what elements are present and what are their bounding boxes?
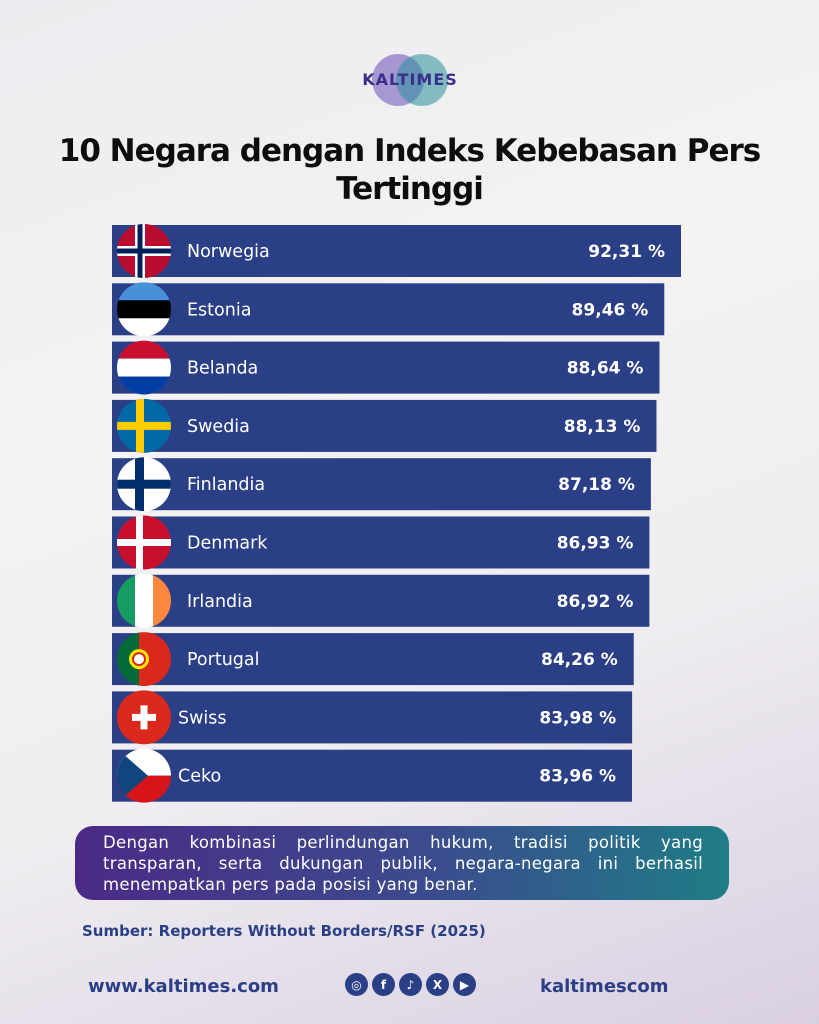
value-label: 88,64 %	[567, 359, 644, 379]
ireland-flag-icon	[117, 573, 171, 628]
bar-portugal	[112, 633, 634, 686]
source-text: Sumber: Reporters Without Borders/RSF (2…	[82, 922, 486, 940]
czechia-flag-icon	[117, 748, 171, 803]
category-label: Denmark	[187, 534, 268, 554]
value-label: 87,18 %	[558, 475, 635, 495]
finland-flag-icon	[117, 457, 171, 512]
bar-belanda	[112, 341, 660, 394]
instagram-icon[interactable]: ◎	[345, 973, 368, 996]
category-label: Irlandia	[187, 592, 253, 612]
facebook-icon[interactable]: f	[372, 973, 395, 996]
social-icons: ◎ f ♪ X ▶	[345, 973, 476, 996]
bar-norwegia	[112, 225, 681, 277]
logo-circles	[372, 54, 448, 106]
switzerland-flag-icon	[117, 690, 171, 745]
category-label: Estonia	[187, 300, 251, 320]
category-label: Finlandia	[187, 475, 265, 495]
page-title: 10 Negara dengan Indeks Kebebasan Pers T…	[40, 132, 779, 208]
youtube-icon[interactable]: ▶	[453, 973, 476, 996]
value-label: 86,93 %	[557, 534, 634, 554]
bar-estonia	[112, 283, 665, 336]
tiktok-icon[interactable]: ♪	[399, 973, 422, 996]
social-handle[interactable]: kaltimescom	[540, 976, 669, 997]
category-label: Portugal	[187, 650, 259, 670]
website-link[interactable]: www.kaltimes.com	[88, 976, 279, 997]
category-label: Norwegia	[187, 242, 270, 262]
bar-denmark	[112, 516, 650, 569]
bar-irlandia	[112, 574, 650, 627]
x-icon[interactable]: X	[426, 973, 449, 996]
value-label: 86,92 %	[557, 592, 634, 612]
value-label: 83,96 %	[539, 767, 616, 787]
estonia-flag-icon	[117, 282, 171, 337]
bar-finlandia	[112, 458, 651, 511]
bar-swedia	[112, 399, 657, 452]
value-label: 92,31 %	[588, 242, 665, 262]
netherlands-flag-icon	[117, 340, 171, 395]
summary-note: Dengan kombinasi perlindungan hukum, tra…	[75, 826, 729, 900]
brand-logo: KALTIMES	[340, 52, 480, 108]
portugal-flag-icon	[117, 632, 171, 687]
value-label: 84,26 %	[541, 650, 618, 670]
title-line-1: 10 Negara dengan Indeks Kebebasan Pers	[58, 133, 762, 169]
value-label: 88,13 %	[564, 417, 641, 437]
bar-ceko	[112, 749, 632, 802]
norway-flag-icon	[117, 224, 171, 278]
sweden-flag-icon	[117, 398, 171, 453]
category-label: Belanda	[187, 359, 258, 379]
category-label: Swiss	[178, 708, 227, 728]
bar-swiss	[112, 691, 633, 744]
brand-name: KALTIMES	[362, 70, 458, 89]
value-label: 83,98 %	[539, 708, 616, 728]
category-label: Ceko	[178, 767, 221, 787]
denmark-flag-icon	[117, 515, 171, 570]
category-label: Swedia	[187, 417, 250, 437]
title-line-2: Tertinggi	[336, 171, 484, 207]
value-label: 89,46 %	[572, 300, 649, 320]
